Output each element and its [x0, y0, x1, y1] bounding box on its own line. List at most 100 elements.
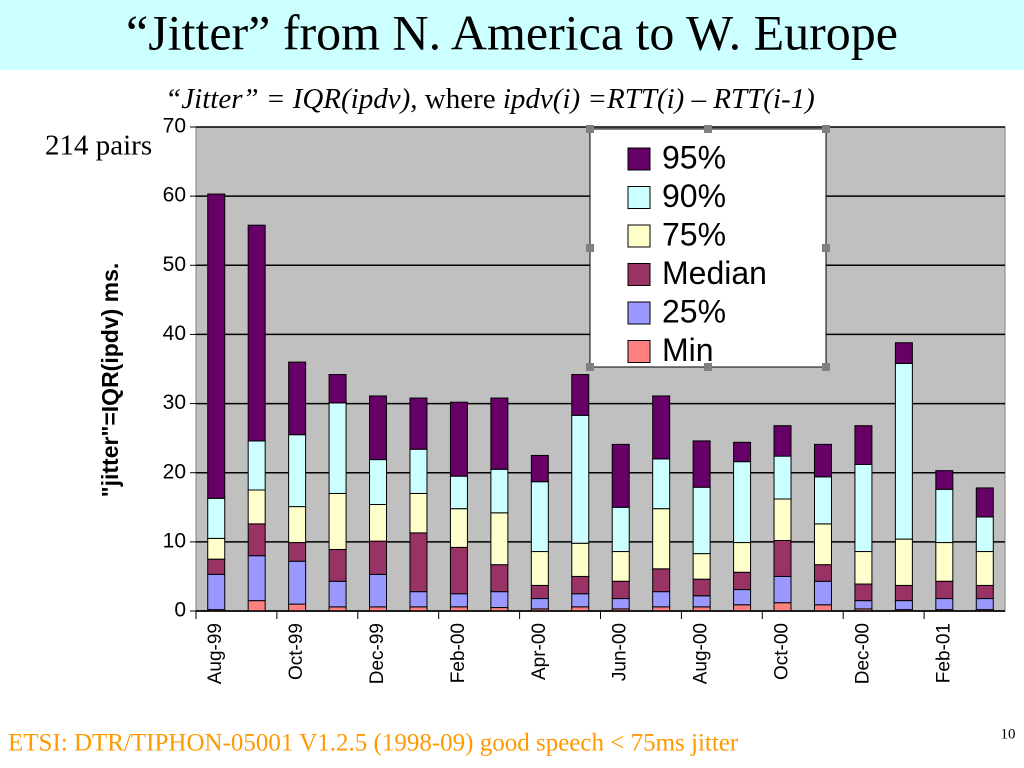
bar-segment	[935, 470, 954, 490]
bar-segment	[288, 361, 307, 436]
x-tick-label: Feb-00	[448, 623, 469, 683]
bar-segment	[692, 440, 711, 488]
bar-segment	[854, 463, 873, 553]
bar-segment	[773, 498, 792, 541]
bar-segment	[935, 580, 954, 600]
bar-segment	[652, 458, 671, 510]
legend-label: 75%	[662, 216, 726, 252]
subtitle-part: where	[425, 83, 496, 115]
y-tick-label: 30	[163, 391, 186, 414]
legend-label: 25%	[662, 293, 726, 329]
bar-segment	[935, 488, 954, 544]
bar-segment	[409, 397, 428, 450]
bar-segment	[894, 538, 913, 586]
bar-segment	[733, 589, 752, 606]
legend-swatch	[627, 224, 651, 248]
bar-segment	[207, 573, 226, 611]
legend-label: 95%	[662, 139, 726, 175]
bar-segment	[247, 555, 266, 602]
bar-segment	[773, 425, 792, 457]
bar-segment	[288, 506, 307, 544]
selection-handle	[586, 125, 594, 133]
page-number: 10	[1001, 726, 1016, 742]
bar-segment	[409, 492, 428, 534]
bar-segment	[733, 542, 752, 573]
bar-segment	[611, 443, 630, 508]
y-axis-label: "jitter"=IQR(ipdv) ms.	[97, 263, 123, 498]
bar-segment	[733, 461, 752, 544]
bar-segment	[449, 508, 468, 548]
bar-segment	[854, 425, 873, 465]
bar-segment	[369, 395, 388, 461]
bar-segment	[854, 583, 873, 602]
bar-segment	[247, 489, 266, 525]
bar-segment	[449, 401, 468, 477]
legend-label: Min	[662, 332, 714, 368]
y-tick-label: 20	[163, 460, 186, 483]
bar-segment	[247, 523, 266, 557]
bar-segment	[894, 362, 913, 540]
selection-handle	[586, 244, 594, 252]
bar-segment	[449, 475, 468, 510]
bar-segment	[773, 455, 792, 500]
legend-label: 90%	[662, 178, 726, 214]
x-tick-label: Dec-00	[852, 623, 873, 684]
bar-segment	[813, 443, 832, 478]
bar-segment	[247, 224, 266, 442]
bar-segment	[894, 584, 913, 602]
bar-segment	[369, 459, 388, 506]
bar-segment	[288, 434, 307, 508]
bar-segment	[975, 551, 994, 586]
x-tick-label: Oct-00	[772, 623, 793, 680]
subtitle: “Jitter” = IQR(ipdv), where ipdv(i) =RTT…	[165, 83, 815, 115]
bar-segment	[328, 492, 347, 550]
x-tick-label: Feb-01	[933, 623, 954, 683]
x-tick-label: Aug-00	[691, 623, 712, 684]
legend-swatch	[627, 186, 651, 209]
bar-segment	[409, 591, 428, 608]
bar-segment	[611, 506, 630, 553]
bar-segment	[854, 551, 873, 585]
bar-segment	[328, 548, 347, 582]
bar-segment	[692, 486, 711, 555]
bar-segment	[490, 512, 509, 566]
bar-segment	[975, 584, 994, 600]
y-tick-label: 40	[163, 322, 186, 345]
plot: 0 10 20 30 40 50 60 70 Aug-99 Oct-99 Dec-99 Feb-00 A…	[163, 115, 1005, 684]
bar-segment	[247, 600, 266, 612]
bar-segment	[530, 454, 549, 483]
bar-segment	[369, 504, 388, 542]
bar-segment	[935, 598, 954, 611]
selection-handle	[704, 125, 712, 133]
bar-segment	[207, 193, 226, 499]
bar-segment	[773, 575, 792, 604]
bar-segment	[490, 397, 509, 470]
legend-swatch	[627, 301, 651, 325]
bar-segment	[692, 553, 711, 580]
footnote: ETSI: DTR/TIPHON-05001 V1.2.5 (1998-09) …	[8, 730, 739, 757]
bar-segment	[449, 593, 468, 608]
bar-segment	[328, 374, 347, 404]
bar-segment	[409, 448, 428, 494]
bar-segment	[935, 542, 954, 582]
annotation: 214 pairs	[45, 130, 152, 162]
bar-segment	[733, 571, 752, 591]
bar-segment	[288, 560, 307, 605]
bar-segment	[571, 374, 590, 416]
y-tick-label: 50	[163, 253, 186, 276]
bar-segment	[207, 497, 226, 539]
y-tick-label: 60	[163, 184, 186, 207]
bar-segment	[975, 487, 994, 518]
bar-segment	[773, 602, 792, 612]
bar-segment	[207, 537, 226, 560]
bar-segment	[611, 551, 630, 582]
bar-segment	[813, 476, 832, 525]
bar-segment	[490, 564, 509, 593]
bar-segment	[692, 595, 711, 608]
bar-segment	[975, 598, 994, 611]
bar-segment	[571, 593, 590, 608]
legend-label: Median	[662, 255, 767, 291]
bar-segment	[652, 568, 671, 593]
